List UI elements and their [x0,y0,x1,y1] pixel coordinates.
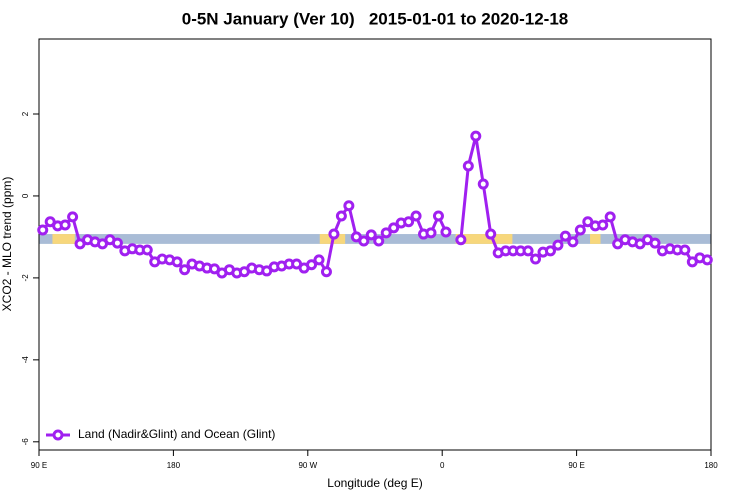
data-point [649,237,661,249]
x-tick-label: 0 [440,461,445,470]
data-point [552,239,564,251]
data-point [313,254,325,266]
data-point [373,235,385,247]
data-point [380,227,392,239]
data-point [604,211,616,223]
data-point [388,222,400,234]
legend-marker [52,429,64,441]
band-highlight [590,234,601,244]
data-point [343,200,355,212]
data-point [365,229,377,241]
data-point [544,245,556,257]
data-point [701,254,713,266]
data-point [320,266,332,278]
y-axis-label: XCO2 - MLO trend (ppm) [0,177,14,312]
data-point [335,210,347,222]
x-axis-label: Longitude (deg E) [327,476,422,490]
data-point [179,264,191,276]
data-point [171,256,183,268]
data-point [306,259,318,271]
x-tick-label: 180 [167,461,181,470]
data-point [410,210,422,222]
data-point [679,244,691,256]
data-point [477,178,489,190]
data-point [111,237,123,249]
data-point [328,228,340,240]
data-point [59,219,71,231]
y-tick-label: -6 [21,438,30,446]
band-highlight [455,234,513,244]
x-tick-label: 90 E [568,461,584,470]
data-point [403,216,415,228]
data-point [141,244,153,256]
data-point [432,210,444,222]
data-point [574,224,586,236]
legend-box [42,424,292,446]
plot-frame [38,38,712,451]
data-point [567,236,579,248]
data-point [455,234,467,246]
data-point [522,245,534,257]
data-point [37,224,49,236]
data-point [530,253,542,265]
data-point [470,130,482,142]
legend: Land (Nadir&Glint) and Ocean (Glint) [42,424,292,446]
x-tick-label: 90 W [298,461,317,470]
y-tick-label: 0 [21,193,30,198]
data-point [462,160,474,172]
x-tick-label: 90 E [31,461,47,470]
data-point [559,230,571,242]
y-tick-label: -4 [21,356,30,364]
legend-label: Land (Nadir&Glint) and Ocean (Glint) [78,427,275,441]
y-tick-label: -2 [21,274,30,282]
y-tick-label: 2 [21,111,30,116]
data-point [440,226,452,238]
data-point [485,228,497,240]
chart-title: 0-5N January (Ver 10) 2015-01-01 to 2020… [182,9,569,28]
data-point [358,235,370,247]
data-point [597,219,609,231]
x-tick-label: 180 [704,461,718,470]
data-point [425,227,437,239]
band-highlight [52,234,75,244]
data-point [67,211,79,223]
